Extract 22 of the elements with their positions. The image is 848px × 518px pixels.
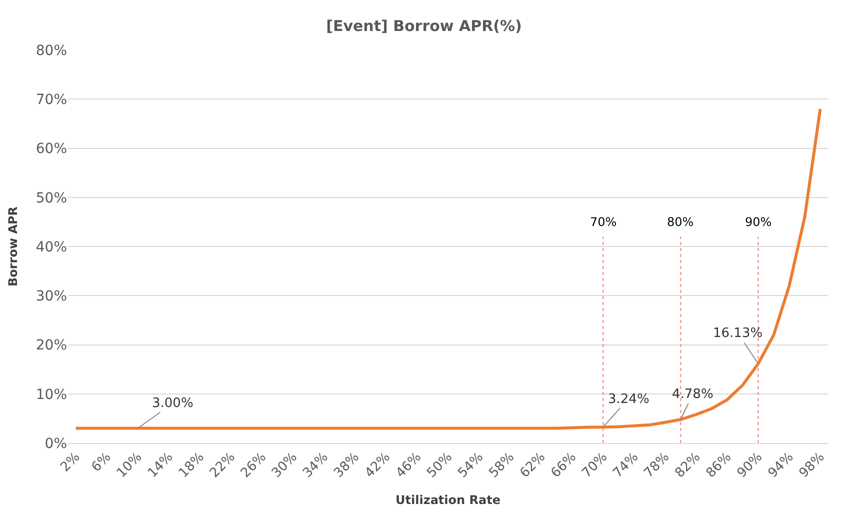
ref-line-label: 80% [667, 215, 694, 229]
annotation: 16.13% [713, 326, 763, 341]
y-tick-label: 40% [36, 239, 67, 256]
chart-title: [Event] Borrow APR(%) [326, 17, 522, 36]
ref-line-label: 70% [590, 215, 617, 229]
y-tick-label: 10% [36, 386, 67, 403]
line-series [74, 107, 822, 430]
x-axis-title: Utilization Rate [396, 492, 500, 507]
y-tick-label: 0% [44, 436, 67, 452]
y-tick-label: 80% [36, 42, 67, 59]
x-tick-label: 6% [89, 450, 114, 476]
annotation: 3.00% [152, 396, 194, 411]
y-tick-label: 20% [36, 338, 67, 354]
y-axis-title: Borrow APR [6, 206, 20, 287]
y-tick-label: 50% [36, 190, 67, 206]
y-tick-label: 30% [36, 288, 67, 305]
annotation: 3.24% [608, 392, 650, 407]
y-tick-label: 60% [36, 141, 67, 158]
ref-line-label: 90% [745, 215, 772, 229]
annotation: 4.78% [672, 387, 714, 402]
x-tick-label: 2% [58, 450, 84, 476]
y-tick-label: 70% [36, 92, 67, 108]
